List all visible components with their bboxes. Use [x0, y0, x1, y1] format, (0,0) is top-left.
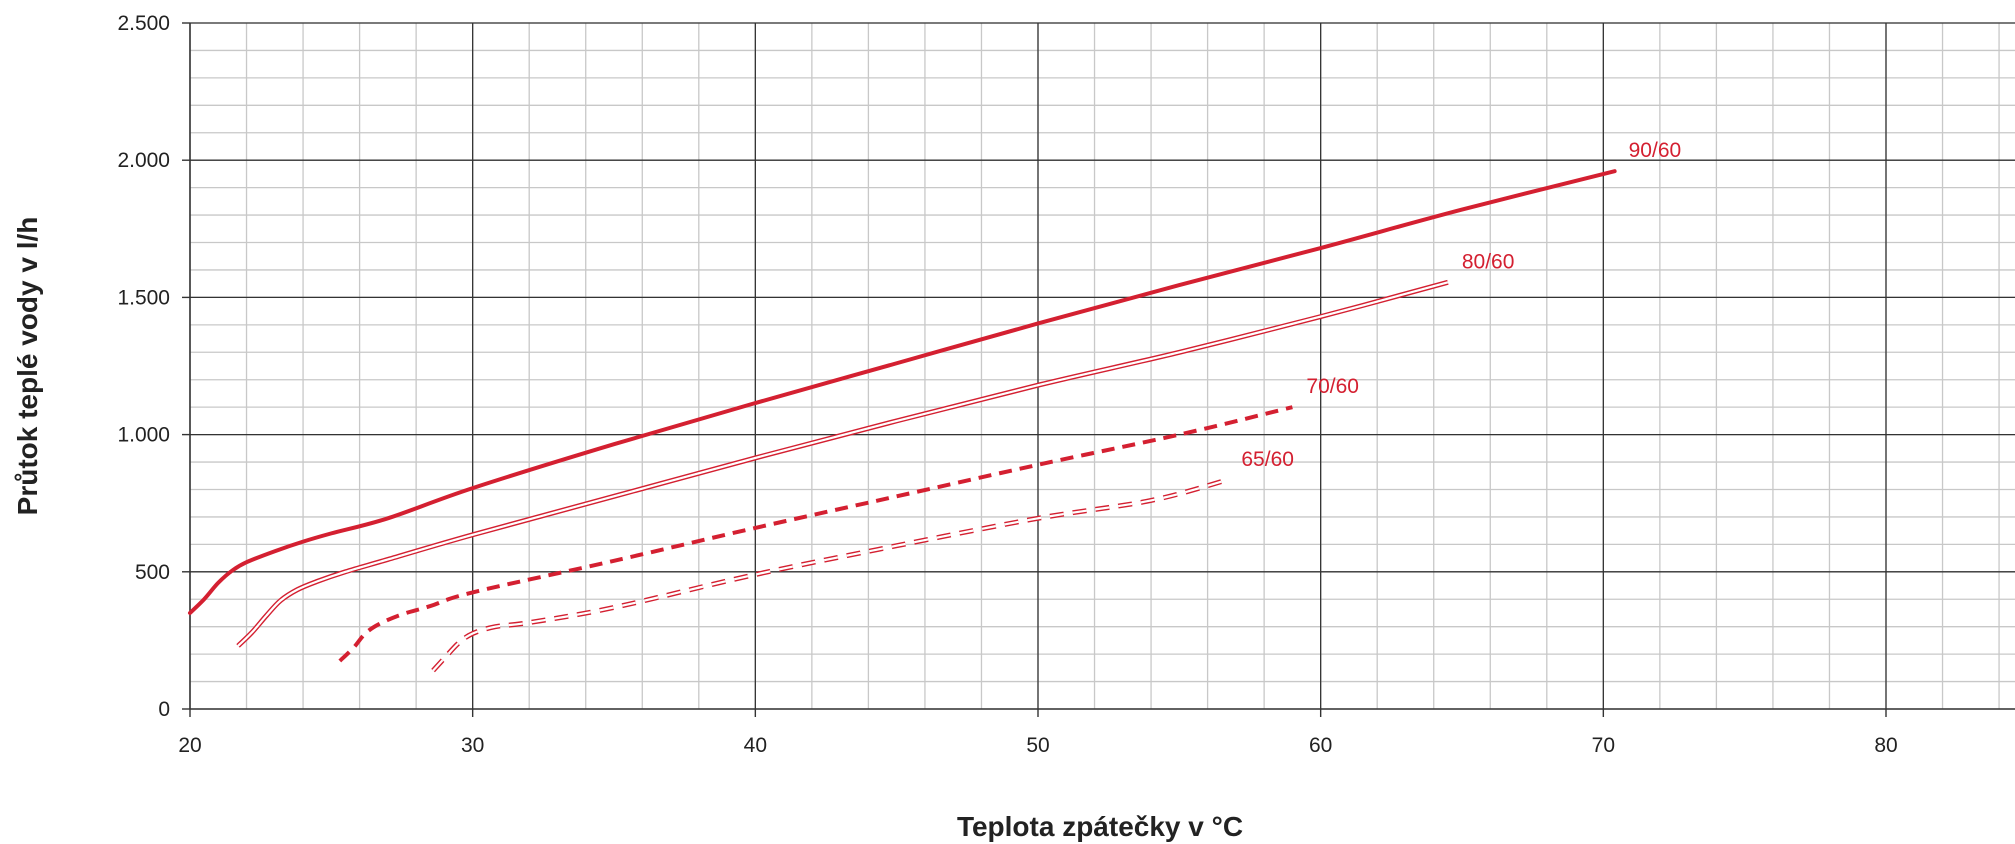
- y-tick-label: 1.000: [117, 424, 170, 447]
- series-90-60-line: [188, 169, 1617, 615]
- series-80-60-line: [236, 279, 1449, 648]
- x-tick-labels: 20 30 40 50 60 70 80: [178, 734, 1897, 757]
- major-grid: [190, 22, 2015, 709]
- series-label-90-60: 90/60: [1629, 139, 1682, 162]
- series-path: [338, 405, 1293, 663]
- y-axis-title: Průtok teplé vody v l/h: [12, 217, 43, 516]
- series-label-70-60: 70/60: [1306, 375, 1359, 398]
- series-label-80-60: 80/60: [1462, 250, 1515, 273]
- x-tick-label: 60: [1309, 734, 1332, 757]
- axes: [182, 22, 2015, 717]
- minor-grid: [189, 22, 2015, 710]
- series-labels: 90/60 80/60 70/60 65/60: [1241, 139, 1681, 471]
- x-tick-label: 80: [1874, 734, 1897, 757]
- x-tick-label: 50: [1026, 734, 1049, 757]
- y-tick-label: 500: [135, 561, 170, 584]
- series-path: [188, 169, 1617, 615]
- x-tick-label: 40: [744, 734, 767, 757]
- x-tick-label: 70: [1592, 734, 1615, 757]
- x-axis-title: Teplota zpátečky v °C: [957, 811, 1243, 842]
- y-tick-label: 2.000: [117, 149, 170, 172]
- series-path-inner: [432, 478, 1228, 672]
- y-tick-label: 1.500: [117, 286, 170, 309]
- x-tick-label: 20: [178, 734, 201, 757]
- series-label-65-60: 65/60: [1241, 448, 1294, 471]
- y-tick-label: 0: [158, 698, 170, 721]
- series-lines: [188, 169, 1617, 673]
- x-tick-label: 30: [461, 734, 484, 757]
- series-65-60-line: [431, 477, 1229, 673]
- y-tick-labels: 0 500 1.000 1.500 2.000 2.500: [117, 12, 170, 721]
- y-tick-label: 2.500: [117, 12, 170, 35]
- series-70-60-line: [338, 405, 1293, 663]
- series-path-inner: [237, 281, 1449, 647]
